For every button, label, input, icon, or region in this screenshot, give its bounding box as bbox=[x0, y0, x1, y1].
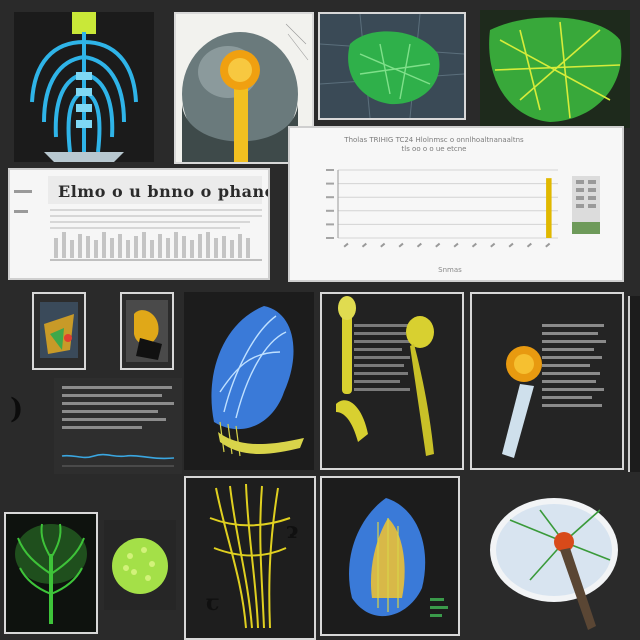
dark-bracket-glyph: ) bbox=[10, 392, 24, 425]
chart-bar bbox=[546, 178, 552, 238]
chart-panel: Tholas TRIHIG TC24 Hlolnmsc o onnlhoaltn… bbox=[288, 126, 624, 282]
chart-x-axis-label: Snmas bbox=[438, 266, 462, 274]
small-specimen-photo-1 bbox=[32, 292, 86, 370]
blue-feather-illustration bbox=[184, 292, 314, 470]
chart-title-line-2: tls oo o o ue etcne bbox=[401, 145, 467, 153]
chart-x-tick bbox=[545, 242, 551, 248]
yellow-fiber-illustration: ɂ ꞇ bbox=[184, 476, 316, 640]
text-with-wave-block bbox=[54, 378, 182, 474]
chart-x-tick bbox=[508, 242, 514, 248]
chart-title: Tholas TRIHIG TC24 Hlolnmsc o onnlhoaltn… bbox=[304, 136, 564, 154]
chart-y-tick bbox=[326, 196, 334, 199]
chart-y-tick bbox=[326, 169, 334, 171]
chart-x-tick bbox=[471, 242, 477, 248]
chart-title-line-1: Tholas TRIHIG TC24 Hlolnmsc o onnlhoaltn… bbox=[344, 136, 524, 144]
chart-x-tick bbox=[416, 242, 422, 248]
document-panel: Elmo o u bnno o phanoole bbox=[8, 168, 270, 280]
chart-x-tick bbox=[343, 242, 349, 248]
document-title: Elmo o u bnno o phanoole bbox=[58, 182, 268, 201]
edge-fragment-panel bbox=[628, 296, 640, 472]
dark-hook-glyph-1: ɂ bbox=[286, 518, 299, 544]
leaf-vein-illustration bbox=[480, 10, 630, 128]
blue-bud-illustration bbox=[320, 476, 460, 636]
chart-x-tick bbox=[453, 242, 459, 248]
chart-x-tick bbox=[380, 242, 386, 248]
dark-hook-glyph-2: ꞇ bbox=[206, 590, 220, 616]
orange-flower-text-panel bbox=[470, 292, 624, 470]
chart-y-tick bbox=[326, 209, 334, 212]
bar-chart bbox=[290, 128, 622, 280]
cyan-ribcage-illustration bbox=[14, 12, 154, 162]
chart-x-tick bbox=[398, 242, 404, 248]
green-puffball-illustration bbox=[104, 520, 176, 610]
white-leaf-seed-illustration bbox=[470, 480, 640, 640]
small-specimen-photo-2 bbox=[120, 292, 174, 370]
yellow-sprout-text-panel bbox=[320, 292, 464, 470]
chart-x-tick bbox=[490, 242, 496, 248]
chart-x-tick bbox=[526, 242, 532, 248]
green-tree-illustration bbox=[4, 512, 98, 634]
chart-x-tick bbox=[361, 242, 367, 248]
chart-x-tick bbox=[435, 242, 441, 248]
chart-y-tick bbox=[326, 182, 334, 185]
chart-y-tick bbox=[326, 237, 334, 239]
chart-y-tick bbox=[326, 223, 334, 226]
green-leaf-map-illustration bbox=[318, 12, 466, 120]
